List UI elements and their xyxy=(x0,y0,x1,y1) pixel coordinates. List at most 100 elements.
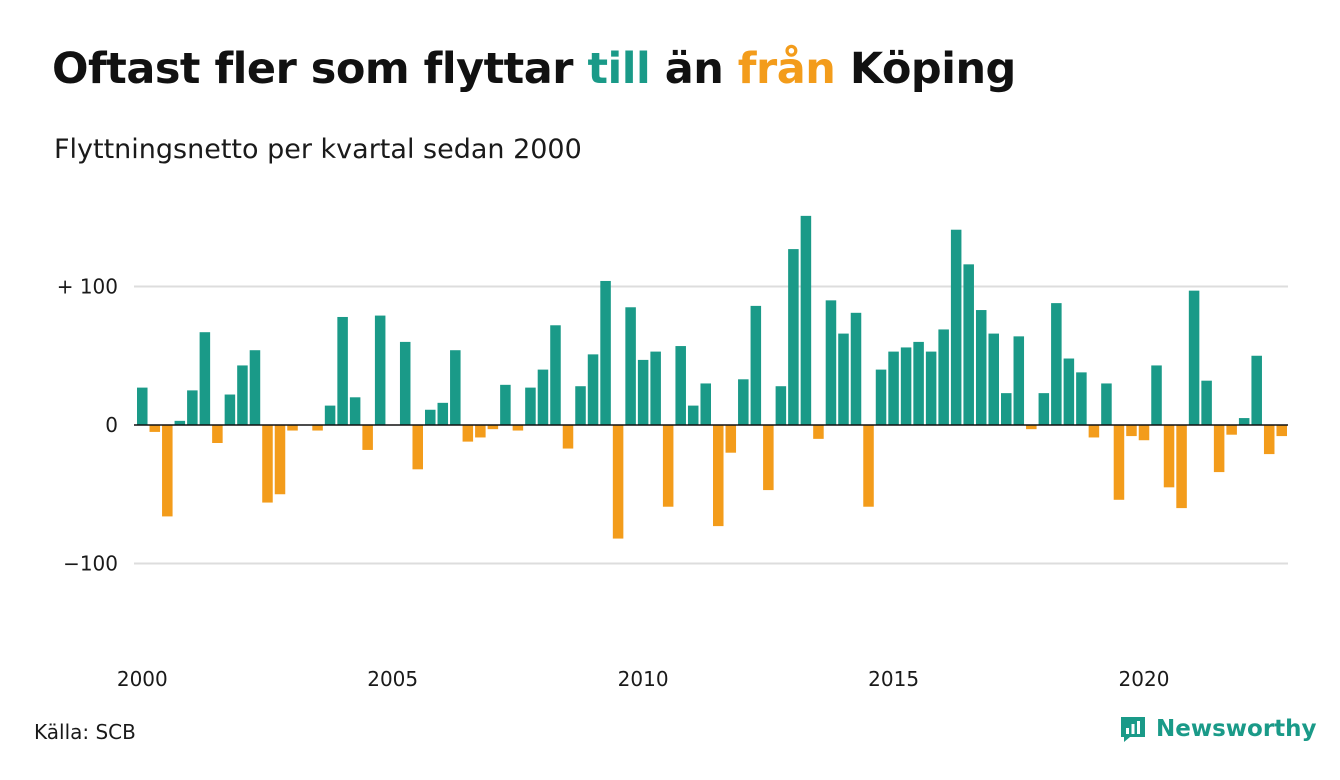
bar xyxy=(1088,425,1100,438)
bar xyxy=(274,425,286,495)
bar xyxy=(738,379,749,425)
title-part-3: Köping xyxy=(835,44,1017,94)
title-part-1: Oftast fler som flyttar xyxy=(52,44,588,94)
bar xyxy=(425,409,436,425)
bar xyxy=(525,387,536,426)
bar xyxy=(713,425,724,527)
bar xyxy=(763,425,774,491)
bar-chart: + 100 0 −100 2000 2005 2010 2015 2020 xyxy=(57,215,1288,691)
bars xyxy=(137,215,1287,539)
bar xyxy=(174,420,186,426)
bar xyxy=(550,325,561,425)
bar xyxy=(512,425,524,431)
bar xyxy=(162,425,173,517)
bar xyxy=(362,425,373,450)
newsworthy-logo-icon xyxy=(1121,717,1145,742)
bar xyxy=(1051,303,1062,425)
bar xyxy=(750,305,762,425)
bar xyxy=(1188,290,1200,425)
bar xyxy=(324,405,336,425)
y-tick-label: 0 xyxy=(105,413,118,437)
bar xyxy=(1113,425,1125,500)
brand-name: Newsworthy xyxy=(1156,716,1317,742)
bar xyxy=(913,341,924,425)
bar xyxy=(875,369,887,425)
chart-title: Oftast fler som flyttar till än från Köp… xyxy=(52,44,1016,94)
y-tick-label: + 100 xyxy=(57,275,118,299)
bar xyxy=(500,384,511,425)
bar xyxy=(450,350,461,425)
bar xyxy=(1026,425,1037,430)
bar xyxy=(1238,418,1250,425)
y-axis-labels: + 100 0 −100 xyxy=(57,275,118,576)
bar xyxy=(562,425,574,449)
bar xyxy=(475,425,486,438)
bar xyxy=(612,425,624,539)
bar xyxy=(224,394,236,425)
source-credit: Källa: SCB xyxy=(34,720,136,744)
bar xyxy=(149,425,161,432)
bar xyxy=(412,425,423,470)
x-axis-labels: 2000 2005 2010 2015 2020 xyxy=(117,667,1170,691)
bar xyxy=(888,351,899,426)
bar xyxy=(287,425,298,431)
bar xyxy=(537,369,549,425)
x-tick-label: 2010 xyxy=(618,667,669,691)
bar xyxy=(399,341,411,425)
bar xyxy=(950,229,962,425)
bar xyxy=(1201,380,1212,425)
bar xyxy=(675,346,686,426)
bar xyxy=(687,405,699,425)
bar xyxy=(575,386,586,425)
x-tick-label: 2020 xyxy=(1119,667,1170,691)
bar xyxy=(975,310,987,425)
bar xyxy=(838,333,849,425)
bar xyxy=(262,425,273,503)
x-tick-label: 2000 xyxy=(117,667,168,691)
bar xyxy=(1126,425,1137,437)
bar xyxy=(863,425,874,507)
title-positive-word: till xyxy=(587,44,651,94)
bar xyxy=(199,332,211,425)
bar xyxy=(1151,365,1162,425)
bar xyxy=(374,315,386,425)
brand-logo: Newsworthy xyxy=(1118,714,1317,744)
bar xyxy=(1251,355,1262,425)
bar xyxy=(662,425,674,507)
bar xyxy=(1001,393,1012,425)
bar xyxy=(1276,425,1287,437)
bar xyxy=(925,351,937,426)
bar xyxy=(625,307,636,425)
bar xyxy=(1063,358,1075,425)
bar xyxy=(1138,425,1150,441)
x-tick-label: 2005 xyxy=(367,667,418,691)
bar xyxy=(600,280,611,425)
bar xyxy=(725,425,737,453)
bar xyxy=(788,249,799,425)
bar xyxy=(462,425,474,442)
y-tick-label: −100 xyxy=(63,552,118,576)
bar xyxy=(800,215,812,425)
bar xyxy=(650,351,661,426)
bar xyxy=(813,425,824,439)
bar xyxy=(212,425,223,443)
bar xyxy=(1176,425,1187,509)
gridlines xyxy=(134,285,1288,565)
bar xyxy=(637,359,649,425)
bar xyxy=(249,350,261,425)
bar xyxy=(437,402,449,425)
bar xyxy=(137,387,148,426)
title-part-2: än xyxy=(650,44,738,94)
bar xyxy=(187,390,198,426)
bar xyxy=(312,425,323,431)
bar xyxy=(900,347,912,425)
title-negative-word: från xyxy=(737,44,836,94)
bar xyxy=(1226,425,1237,435)
bar xyxy=(1101,383,1112,425)
bar xyxy=(237,365,248,425)
bar xyxy=(963,264,974,425)
bar xyxy=(587,354,599,426)
bar xyxy=(1163,425,1175,488)
bar xyxy=(700,383,711,425)
bar xyxy=(825,300,837,425)
